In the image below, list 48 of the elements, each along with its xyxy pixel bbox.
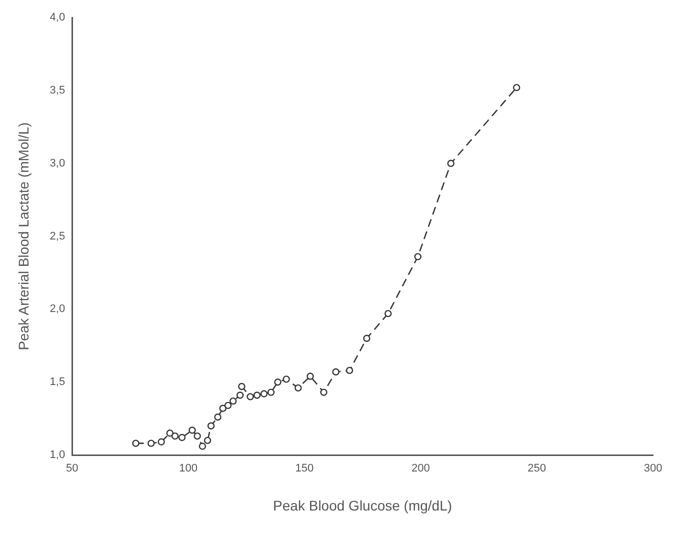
point [384,310,392,318]
y-tick-label: 2,5 [50,230,66,242]
point [332,368,340,376]
point [513,84,520,92]
point [260,390,268,398]
point [224,402,232,410]
point [158,438,165,446]
y-tick-label: 4,0 [50,12,66,24]
point [447,160,454,167]
point [320,388,328,396]
point [236,392,244,399]
point [194,432,201,440]
point [267,388,275,396]
point [253,392,261,399]
point [306,372,314,380]
point [346,366,354,374]
y-axis-title: Peak Arterial Blood Lactate (mMol/L) [15,122,32,350]
y-tick-label: 3,5 [50,84,66,97]
x-axis-title: Peak Blood Glucose (mg/dL) [273,497,452,514]
point [132,440,140,447]
y-tick-label: 2,0 [50,303,66,316]
point [230,397,237,405]
x-tick-label: 50 [66,462,78,475]
point [274,378,282,386]
y-tick-label: 1,5 [50,376,66,388]
point [166,430,174,437]
x-tick-label: 250 [528,462,546,475]
point [219,404,226,412]
point [294,384,302,392]
point [171,432,179,440]
x-tick-label: 200 [411,462,430,475]
point [414,253,422,260]
point [178,434,186,442]
point [246,393,254,400]
y-tick-label: 3,0 [50,157,66,170]
x-tick-label: 100 [179,462,198,475]
point [188,426,196,434]
x-tick-label: 300 [644,462,662,475]
point [198,442,206,450]
point [214,413,222,421]
x-tick-label: 150 [295,462,314,475]
point [238,382,246,390]
point [204,436,212,444]
point [207,422,215,430]
point [363,334,370,342]
point [147,440,155,447]
y-tick-label: 1,0 [50,449,66,462]
point [282,376,290,383]
